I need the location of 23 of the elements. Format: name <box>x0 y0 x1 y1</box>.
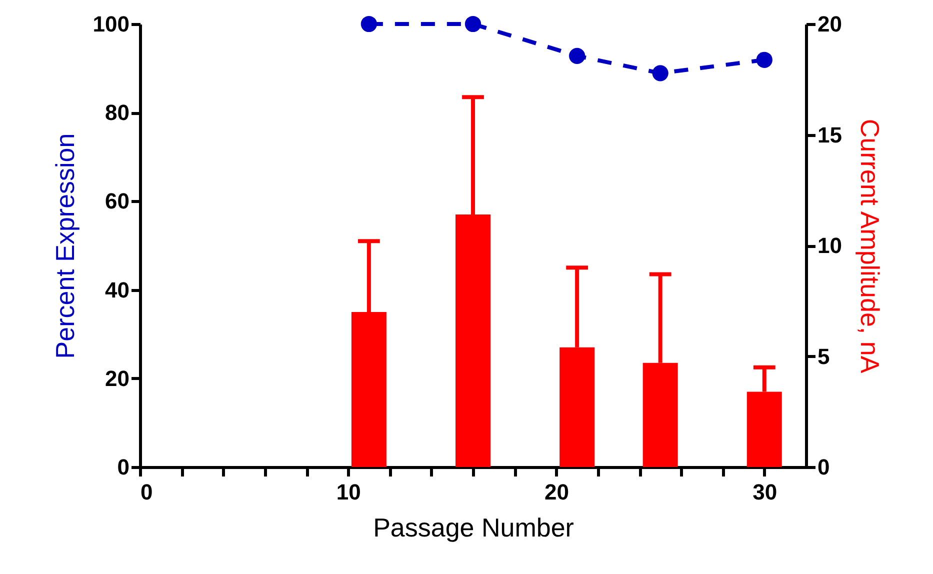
point <box>464 16 482 32</box>
y-tick-label: 80 <box>105 100 130 126</box>
point <box>569 48 586 64</box>
point <box>360 16 377 32</box>
x-tick-label: 30 <box>752 480 778 504</box>
y2-tick-label: 0 <box>818 454 830 480</box>
y2-tick-label: 20 <box>818 12 842 36</box>
y-axis-title: Percent Expression <box>50 133 80 359</box>
y-tick-label: 20 <box>105 366 130 391</box>
y-tick-label: 0 <box>117 454 130 480</box>
y-tick-label: 40 <box>105 277 130 302</box>
x-tick-label: 20 <box>544 480 569 504</box>
y2-axis-title: Current Amplitude, nA <box>854 118 885 374</box>
y2-tick-label: 15 <box>818 122 842 148</box>
y-tick-label: 100 <box>92 12 130 36</box>
x-tick-label: 10 <box>336 480 361 504</box>
x-tick-label: 0 <box>140 480 153 504</box>
point <box>756 52 772 68</box>
y2-tick-label: 10 <box>818 233 842 258</box>
x-axis-title: Passage Number <box>373 512 574 542</box>
point <box>652 65 668 82</box>
y2-tick-label: 5 <box>818 344 830 369</box>
y-tick-label: 60 <box>105 188 130 214</box>
